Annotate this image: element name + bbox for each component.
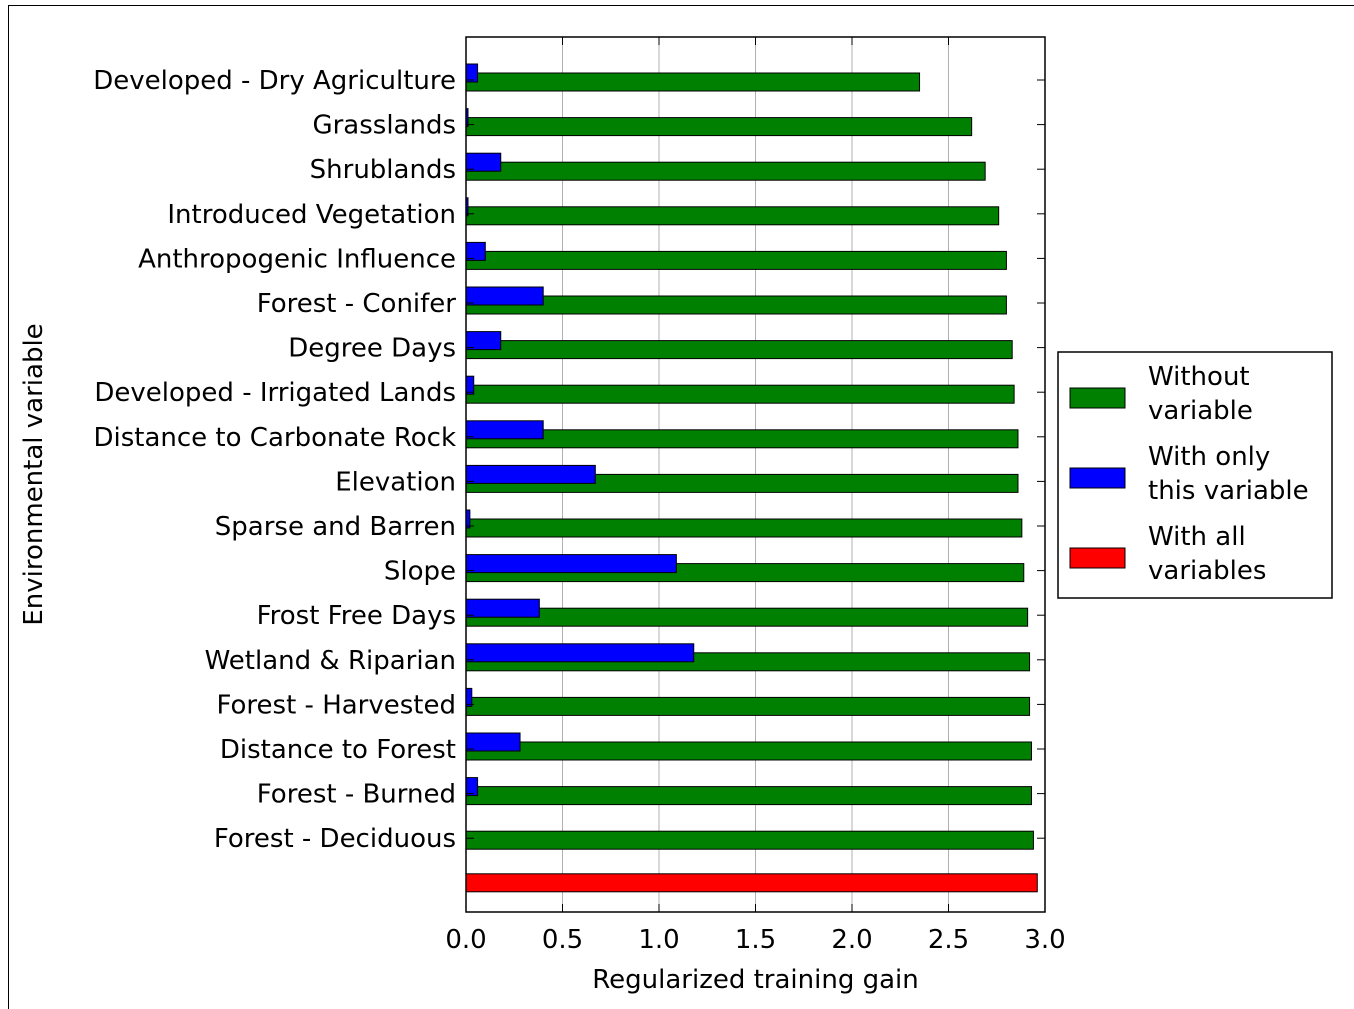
x-tick-labels: 0.0 0.5 1.0 1.5 2.0 2.5 3.0 (445, 925, 1065, 955)
bar-with-only-this-variable (465, 63, 479, 83)
bar-with-only-this-variable (465, 331, 502, 351)
bar-without-variable (465, 384, 1015, 404)
bar-without-variable (465, 786, 1032, 806)
x-tick-label: 0.5 (542, 925, 583, 955)
bar-with-only-this-variable (465, 375, 475, 395)
y-tick-label: Grasslands (312, 111, 456, 141)
y-tick-label: Forest - Conifer (257, 289, 457, 319)
y-tick-label: Forest - Deciduous (214, 824, 456, 854)
bar-with-only-this-variable (465, 554, 677, 574)
legend-label: With all (1148, 522, 1246, 552)
y-tick-label: Anthropogenic Influence (138, 244, 456, 274)
bar-without-variable (465, 161, 986, 181)
y-tick-label: Developed - Dry Agriculture (93, 66, 456, 96)
bar-with-only-this-variable (465, 687, 473, 707)
y-tick-label: Forest - Harvested (217, 690, 457, 720)
y-tick-label: Distance to Carbonate Rock (93, 423, 456, 453)
bar-with-only-this-variable (465, 464, 596, 484)
y-tick-label: Developed - Irrigated Lands (94, 378, 456, 408)
y-tick-label: Degree Days (288, 334, 456, 364)
bar-without-variable (465, 696, 1031, 716)
bar-without-variable (465, 429, 1019, 449)
x-tick-label: 2.0 (831, 925, 872, 955)
y-tick-label: Slope (384, 557, 456, 587)
x-tick-label: 1.0 (638, 925, 679, 955)
x-tick-label: 0.0 (445, 925, 486, 955)
x-tick-label: 3.0 (1024, 925, 1065, 955)
bar-without-variable (465, 206, 1000, 226)
bar-with-only-this-variable (465, 598, 540, 618)
bar-with-only-this-variable (465, 420, 544, 440)
bar-without-variable (465, 340, 1013, 360)
axis-ticks (465, 37, 1046, 912)
bar-without-variable (465, 830, 1034, 850)
y-tick-labels: Developed - Dry Agriculture Grasslands Shr… (93, 66, 456, 854)
y-tick-label: Distance to Forest (220, 735, 456, 765)
x-tick-label: 1.5 (735, 925, 776, 955)
bar-without-variable (465, 72, 921, 92)
bar-with-only-this-variable (465, 241, 486, 261)
legend-swatch (1069, 547, 1126, 569)
y-axis-label: Environmental variable (19, 323, 49, 625)
y-tick-label: Shrublands (310, 155, 456, 185)
bar-without-variable (465, 741, 1032, 761)
legend-label: variables (1148, 556, 1266, 586)
legend: Without variable With only this variable Wit… (1057, 351, 1333, 599)
bar-without-variable (465, 117, 973, 137)
legend-label: Without (1148, 362, 1250, 392)
legend-label: variable (1148, 396, 1253, 426)
figure-frame (8, 5, 1354, 1009)
bar-without-variable (465, 607, 1029, 627)
y-tick-label: Introduced Vegetation (167, 200, 456, 230)
bars (465, 63, 1038, 893)
legend-label: With only (1148, 442, 1270, 472)
x-tick-label: 2.5 (928, 925, 969, 955)
y-tick-label: Elevation (335, 467, 456, 497)
bar-with-only-this-variable (465, 152, 502, 172)
bar-with-only-this-variable (465, 777, 479, 797)
bar-with-all-variables (465, 873, 1038, 893)
x-axis-label: Regularized training gain (592, 965, 919, 995)
y-tick-label: Frost Free Days (257, 601, 456, 631)
bar-with-only-this-variable (465, 643, 695, 663)
y-tick-label: Wetland & Riparian (205, 646, 456, 676)
legend-label: this variable (1148, 476, 1309, 506)
legend-swatch (1069, 387, 1126, 409)
bar-without-variable (465, 250, 1007, 270)
bar-without-variable (465, 295, 1007, 315)
y-tick-label: Sparse and Barren (215, 512, 456, 542)
legend-swatch (1069, 467, 1126, 489)
y-tick-label: Forest - Burned (257, 780, 456, 810)
bar-without-variable (465, 518, 1023, 538)
bar-with-only-this-variable (465, 732, 521, 752)
bar-with-only-this-variable (465, 286, 544, 306)
